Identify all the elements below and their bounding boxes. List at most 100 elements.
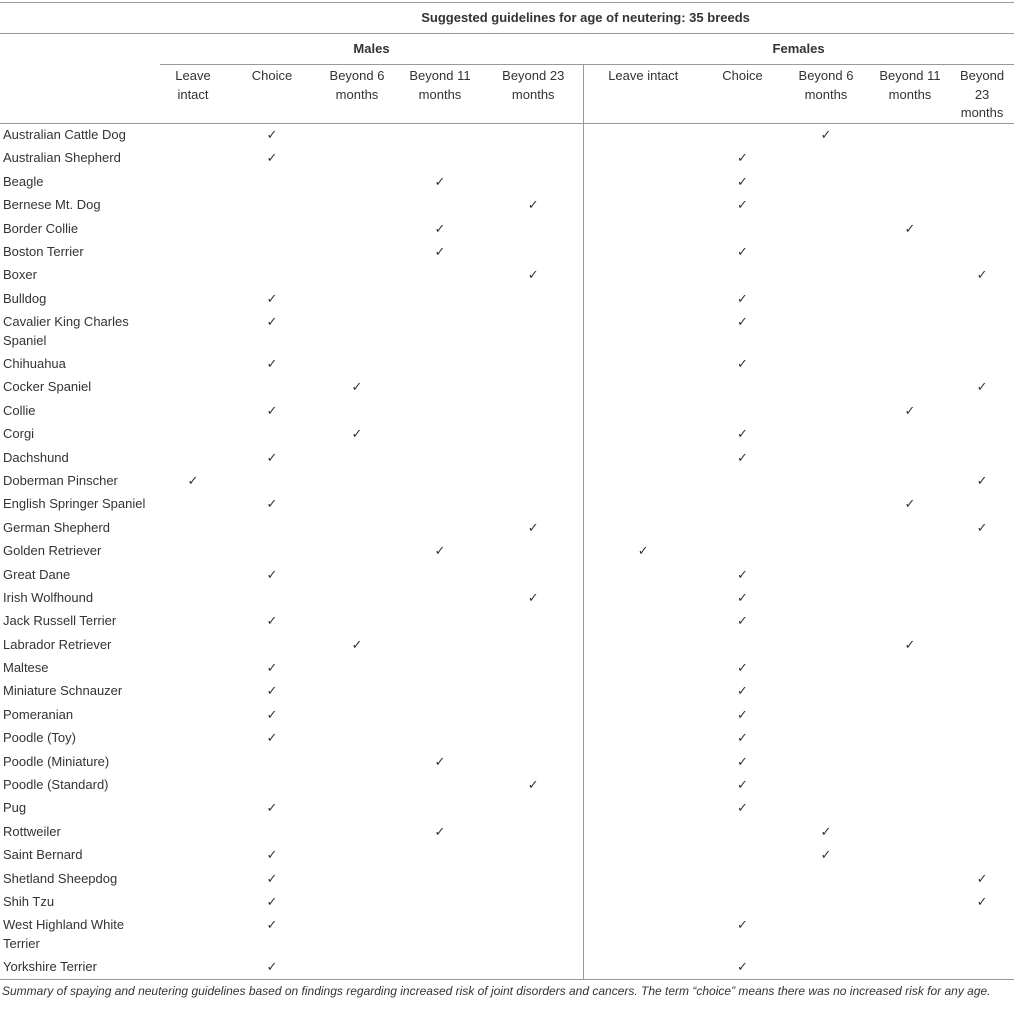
cell — [703, 891, 782, 914]
cell — [870, 287, 950, 310]
cell — [870, 774, 950, 797]
cell — [396, 563, 484, 586]
cell — [870, 353, 950, 376]
check-mark: ✓ — [434, 220, 446, 236]
cell: ✓ — [226, 914, 318, 956]
table-row: Jack Russell Terrier ✓ ✓ — [0, 609, 1014, 634]
cell: ✓ — [226, 563, 318, 586]
table-row: Miniature Schnauzer ✓ ✓ — [0, 679, 1014, 704]
cell — [226, 750, 318, 773]
cell — [870, 123, 950, 147]
cell — [396, 891, 484, 914]
cell — [318, 610, 396, 633]
table-row: Cocker Spaniel ✓ ✓ — [0, 375, 1014, 400]
check-mark: ✓ — [737, 683, 748, 699]
cell — [950, 287, 1014, 310]
check-mark: ✓ — [737, 243, 748, 259]
column-header: Choice — [226, 64, 318, 124]
table-row: Saint Bernard ✓ ✓ — [0, 843, 1014, 868]
cell: ✓ — [950, 376, 1014, 399]
check-mark: ✓ — [266, 449, 278, 465]
breed-name: West Highland White Terrier — [3, 917, 125, 951]
cell — [160, 956, 226, 980]
column-header: Beyond 6 months — [318, 64, 396, 124]
guidelines-table: Suggested guidelines for age of neuterin… — [0, 2, 1014, 981]
cell: ✓ — [226, 353, 318, 376]
breed-name: Golden Retriever — [3, 543, 102, 559]
cell — [870, 563, 950, 586]
cell: ✓ — [703, 446, 782, 469]
cell: ✓ — [484, 773, 584, 797]
cell — [950, 844, 1014, 867]
cell: ✓ — [226, 147, 318, 170]
cell — [583, 727, 703, 750]
cell — [583, 217, 703, 240]
check-mark: ✓ — [737, 356, 748, 372]
check-mark: ✓ — [527, 197, 539, 213]
cell — [396, 774, 484, 797]
cell: ✓ — [703, 311, 782, 353]
cell — [226, 586, 318, 609]
table-row: Rottweiler ✓ ✓ — [0, 820, 1014, 844]
check-mark: ✓ — [737, 314, 748, 330]
cell: ✓ — [870, 399, 950, 422]
check-mark: ✓ — [904, 496, 916, 512]
cell — [396, 586, 484, 609]
cell — [870, 540, 950, 563]
cell — [160, 563, 226, 586]
cell — [583, 423, 703, 446]
cell: ✓ — [703, 586, 782, 609]
check-mark: ✓ — [527, 589, 539, 605]
cell — [484, 726, 584, 751]
cell — [396, 844, 484, 867]
cell — [583, 240, 703, 263]
cell — [870, 311, 950, 353]
breed-name: Chihuahua — [3, 356, 66, 372]
breed-name: Australian Shepherd — [3, 150, 121, 166]
breed-name: Shih Tzu — [3, 894, 55, 909]
cell — [703, 540, 782, 563]
cell: ✓ — [703, 750, 782, 773]
table-row: Australian Shepherd ✓ ✓ — [0, 146, 1014, 171]
cell — [160, 680, 226, 703]
breed-name: Boston Terrier — [3, 243, 84, 259]
cell — [703, 820, 782, 843]
cell: ✓ — [703, 797, 782, 820]
cell — [484, 820, 584, 844]
cell: ✓ — [870, 217, 950, 240]
cell — [226, 423, 318, 446]
table-row: Dachshund ✓ ✓ — [0, 446, 1014, 470]
cell — [226, 194, 318, 217]
cell: ✓ — [484, 586, 584, 610]
cell — [396, 867, 484, 890]
table-row: Poodle (Toy) ✓ ✓ — [0, 726, 1014, 751]
table-row: Golden Retriever ✓ ✓ — [0, 539, 1014, 564]
cell — [782, 240, 870, 263]
cell — [318, 891, 396, 914]
cell — [484, 146, 584, 171]
check-mark: ✓ — [266, 402, 278, 418]
cell — [782, 540, 870, 563]
check-mark: ✓ — [266, 127, 278, 142]
breed-name: Poodle (Standard) — [3, 777, 109, 793]
cell — [318, 311, 396, 353]
cell: ✓ — [870, 493, 950, 516]
cell: ✓ — [226, 703, 318, 726]
cell — [870, 423, 950, 446]
cell — [318, 586, 396, 609]
cell: ✓ — [703, 563, 782, 586]
cell: ✓ — [950, 469, 1014, 492]
cell — [484, 563, 584, 587]
cell — [226, 820, 318, 843]
cell — [318, 516, 396, 539]
cell — [484, 703, 584, 727]
breed-name: Bulldog — [3, 290, 47, 306]
cell — [950, 147, 1014, 170]
cell — [583, 657, 703, 680]
cell — [870, 194, 950, 217]
cell — [950, 423, 1014, 446]
cell — [870, 469, 950, 492]
check-mark: ✓ — [737, 150, 748, 166]
cell: ✓ — [782, 844, 870, 867]
cell — [782, 610, 870, 633]
